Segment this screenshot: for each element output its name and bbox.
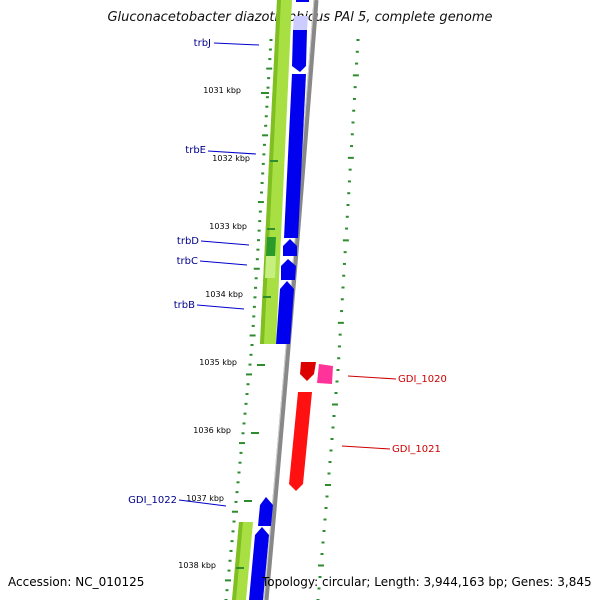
kbp-label: 1035 kbp [199, 358, 237, 367]
gene-label-gdi_1021: GDI_1021 [392, 444, 441, 455]
gene-label-trbb: trbB [174, 300, 195, 311]
gene-arrow-trbE-main [284, 74, 306, 238]
gene-leader-line [347, 375, 397, 380]
kbp-label: 1031 kbp [203, 86, 241, 95]
gene-label-trbc: trbC [177, 256, 198, 267]
gene-label-trbe: trbE [185, 145, 206, 156]
kbp-label: 1032 kbp [212, 154, 250, 163]
gene-leader-line [178, 499, 227, 507]
cds-track-lower [232, 522, 253, 600]
cds-highlight-light [265, 256, 276, 278]
gene-arrow-trbE [292, 30, 307, 72]
accession-label: Accession: NC_010125 [8, 575, 145, 589]
gene-arrow-trbD [283, 239, 297, 256]
gene-labels: trbJ trbE trbD trbC trbB GDI_1022 GDI_1020 GDI_… [128, 38, 447, 507]
kbp-label: 1037 kbp [186, 494, 224, 503]
gene-arrow-GDI_1022 [258, 497, 273, 526]
gene-arrow-lower-forward [249, 527, 269, 600]
gene-leader-line [207, 150, 257, 155]
gene-leader-line [199, 260, 248, 266]
gene-leader-line [200, 240, 250, 246]
gene-arrow-trbB [276, 281, 294, 344]
cds-track-upper [260, 0, 292, 344]
gene-label-gdi_1020: GDI_1020 [398, 374, 447, 385]
cds-bar-upper-shade [260, 0, 281, 344]
gene-arrow-trbJ-region [293, 16, 308, 30]
gene-leader-line [196, 304, 245, 310]
gene-leader-line [213, 42, 260, 46]
kbp-label: 1033 kbp [209, 222, 247, 231]
cds-highlight-block [266, 237, 276, 256]
gene-leader-line [341, 445, 391, 450]
kbp-label: 1034 kbp [205, 290, 243, 299]
gene-arrow-top [296, 0, 309, 2]
topology-label: Topology: circular; Length: 3,944,163 bp… [262, 575, 592, 589]
cds-bar-lower-shade [232, 522, 243, 600]
kbp-label: 1036 kbp [193, 426, 231, 435]
reverse-genes [289, 362, 333, 491]
gene-label-gdi_1022: GDI_1022 [128, 495, 177, 506]
forward-genes [249, 0, 309, 600]
gene-arrow-GDI_1021 [289, 392, 312, 491]
gene-arrow-trbC [281, 259, 296, 280]
gc-tick-tracks [224, 39, 360, 600]
gene-label-trbj: trbJ [194, 38, 211, 49]
kbp-label: 1038 kbp [178, 561, 216, 570]
gene-label-trbd: trbD [177, 236, 199, 247]
gene-arrow-GDI_1020 [300, 362, 316, 381]
gene-arrow-GDI_1020-pink [317, 364, 333, 384]
kbp-ruler: 1031 kbp 1032 kbp 1033 kbp 1034 kbp 1035 kbp… [178, 86, 278, 570]
